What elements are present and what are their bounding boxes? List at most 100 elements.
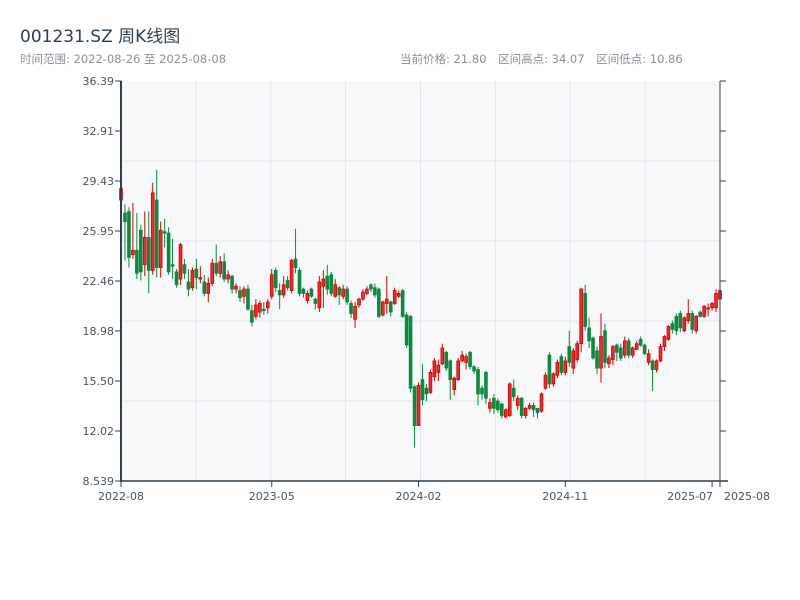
candle-body <box>214 262 219 274</box>
candle-body <box>539 393 544 412</box>
candle <box>230 274 234 294</box>
candle-body <box>575 343 579 360</box>
candle-body <box>694 315 698 332</box>
x-tick-label: 2024-11 <box>542 490 588 503</box>
candle <box>289 258 294 294</box>
candle <box>186 269 191 297</box>
candle <box>622 336 627 359</box>
candle-body <box>182 264 187 274</box>
candle <box>674 313 679 336</box>
candle <box>670 320 675 334</box>
candle <box>345 286 349 305</box>
candle-body <box>194 268 199 279</box>
candle <box>603 323 607 369</box>
candle <box>123 204 127 261</box>
candle-body <box>706 307 710 310</box>
candle-body <box>662 336 667 347</box>
candle-body <box>127 211 131 258</box>
candle <box>365 286 369 295</box>
candle-body <box>150 192 155 271</box>
candle <box>269 269 274 300</box>
candle-body <box>642 344 647 355</box>
candle-body <box>595 350 599 369</box>
candle <box>452 376 457 396</box>
x-tick-label: 2024-02 <box>396 490 442 503</box>
candle <box>448 359 453 400</box>
candle <box>662 335 667 351</box>
candle <box>531 402 536 417</box>
candle <box>321 270 326 308</box>
candle <box>607 355 611 369</box>
candle <box>131 202 135 259</box>
candle <box>309 287 314 298</box>
candle-body <box>218 261 222 274</box>
candle-body <box>619 347 623 359</box>
candle <box>325 264 330 295</box>
candle-body <box>373 287 377 296</box>
candle <box>373 283 377 298</box>
candle <box>555 359 560 379</box>
candle-body <box>658 346 663 362</box>
y-tick-label: 8.539 <box>83 475 115 488</box>
candle <box>694 314 698 334</box>
candle <box>361 289 365 301</box>
candle-body <box>329 274 334 294</box>
candle-body <box>484 372 488 399</box>
candle-body <box>519 397 524 416</box>
candle-body <box>309 288 314 297</box>
range-high: 区间高点: 34.07 <box>498 52 585 66</box>
candle <box>408 314 413 393</box>
candle <box>496 398 500 413</box>
candle-body <box>388 301 393 313</box>
candle <box>682 316 687 333</box>
candle-body <box>615 344 619 353</box>
candle-body <box>277 290 282 296</box>
candle <box>678 310 683 333</box>
y-tick-label: 29.43 <box>83 175 115 188</box>
candle-body <box>547 354 552 385</box>
candle <box>416 382 421 426</box>
axes: 36.39 32.91 29.43 25.95 22.46 18.98 15.50 12.02… <box>83 75 770 503</box>
candle <box>567 330 572 367</box>
candle <box>166 227 171 275</box>
candle-body <box>321 278 326 287</box>
candle <box>646 349 651 366</box>
candle <box>381 300 385 317</box>
candle <box>638 336 643 347</box>
candle <box>388 300 393 317</box>
y-tick-label: 22.46 <box>83 275 115 288</box>
y-tick-label: 32.91 <box>83 125 115 138</box>
y-tick-label: 15.50 <box>83 375 115 388</box>
candle <box>515 395 520 410</box>
candle-body <box>472 366 476 372</box>
candle <box>238 286 242 303</box>
candle-body <box>365 288 369 294</box>
candle-body <box>460 354 464 362</box>
candle-body <box>226 274 230 280</box>
candle <box>190 267 195 291</box>
candle <box>143 211 147 277</box>
candle <box>492 393 496 415</box>
candle-body <box>198 277 203 280</box>
candle-body <box>222 261 226 280</box>
candle <box>456 358 460 382</box>
candle-body <box>603 330 607 363</box>
chart-title: 001231.SZ 周K线图 <box>20 27 181 47</box>
candle-body <box>436 364 441 373</box>
candle-body <box>424 387 429 395</box>
candle <box>650 359 655 392</box>
candle-body <box>507 383 512 416</box>
candle <box>551 372 556 387</box>
candle-body <box>611 346 615 360</box>
x-tick-label: 2025-08 <box>724 490 770 503</box>
range-low: 区间低点: 10.86 <box>596 52 683 66</box>
candle <box>575 340 579 363</box>
candle <box>571 347 576 374</box>
candle-body <box>690 313 695 330</box>
candle <box>527 402 532 410</box>
candle <box>154 169 159 278</box>
candle-body <box>626 340 631 356</box>
candle <box>444 350 449 371</box>
candle-body <box>583 293 587 327</box>
candle-body <box>638 338 643 346</box>
